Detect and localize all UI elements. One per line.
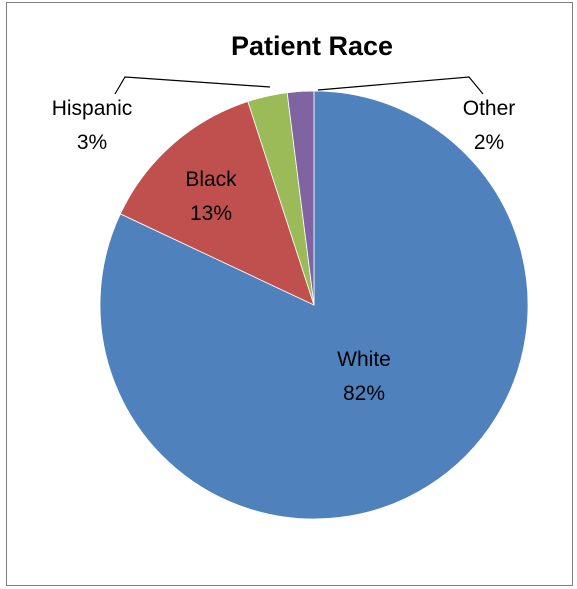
data-label-pct-black: 13% [190,202,232,225]
pie-slice-white [99,90,529,520]
data-label-name-hispanic: Hispanic [52,97,133,120]
data-label-name-other: Other [463,97,516,120]
pie-slice-other [286,90,315,306]
pie-slice-black [119,100,315,306]
chart-frame [6,2,573,586]
data-label-pct-hispanic: 3% [77,131,107,154]
leader-line-hispanic [114,76,271,95]
data-label-name-black: Black [185,168,237,191]
data-label-pct-white: 82% [343,382,385,405]
data-label-name-white: White [337,348,391,371]
leader-line-other [317,76,484,95]
chart-title: Patient Race [231,31,393,61]
data-label-pct-other: 2% [474,131,504,154]
